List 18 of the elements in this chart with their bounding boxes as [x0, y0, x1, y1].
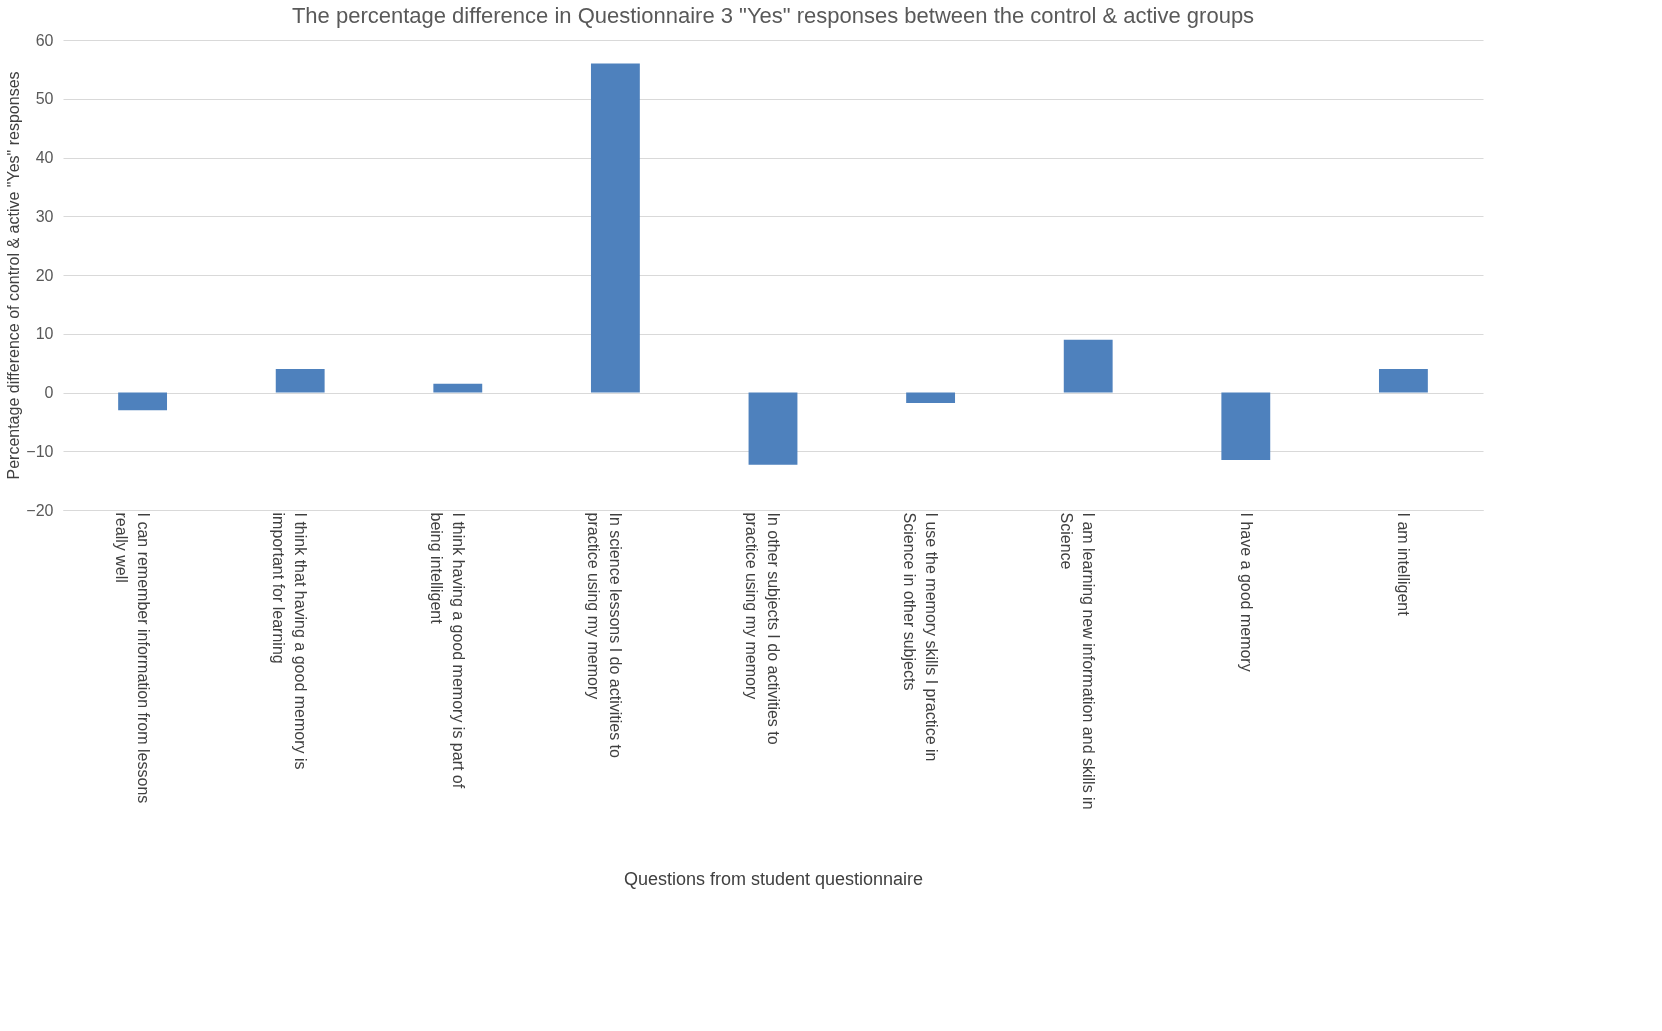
x-tick-label: I can remember information from lessons really well [112, 512, 152, 804]
y-axis-title: Percentage difference of control & active "Yes" responses [5, 71, 23, 480]
y-tick-label: 40 [35, 149, 54, 166]
y-tick-label: 60 [35, 31, 54, 49]
x-tick-label: I am intelligent [1395, 512, 1413, 617]
x-axis-title: Questions from student questionnaire [623, 868, 924, 889]
y-tick-label: −20 [26, 501, 54, 519]
x-tick-label: I think that having a good memory is important for learning [270, 512, 310, 770]
x-tick-label: I have a good memory [1237, 512, 1255, 672]
y-tick-label: −10 [26, 442, 54, 460]
y-tick-label: 0 [44, 384, 54, 401]
x-tick-label: I think having a good memory is part of being intelligent [427, 512, 467, 789]
chart-title: The percentage difference in Questionnaire 3 "Yes" responses between the control & active groups [291, 3, 1255, 28]
y-tick-label: 20 [35, 266, 54, 284]
y-tick-label: 50 [35, 90, 54, 108]
x-tick-label: I am learning new information and skills in Science [1058, 512, 1098, 810]
y-tick-label: 10 [35, 325, 54, 343]
y-tick-label: 30 [35, 207, 54, 225]
